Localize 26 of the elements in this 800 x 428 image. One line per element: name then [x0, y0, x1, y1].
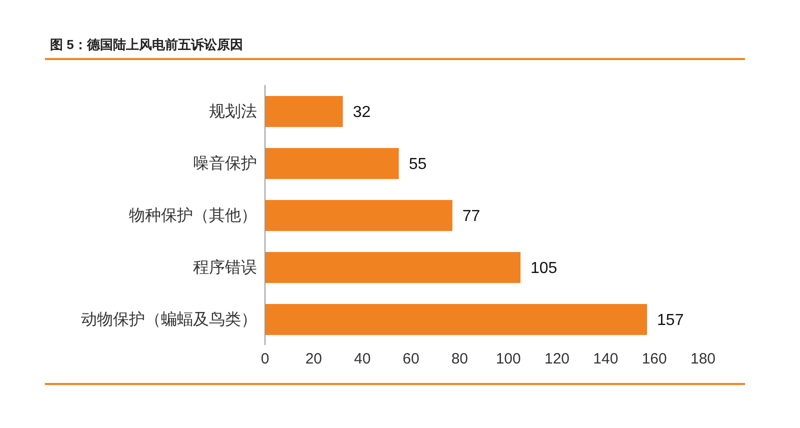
x-tick-label: 100	[496, 350, 521, 368]
x-tick-label: 140	[593, 350, 618, 368]
bar	[265, 96, 343, 127]
bar	[265, 252, 520, 283]
data-label: 77	[462, 208, 480, 226]
data-label: 157	[657, 312, 684, 330]
y-tick-label: 物种保护（其他）	[129, 206, 257, 225]
data-label: 105	[530, 260, 558, 278]
y-tick-label: 程序错误	[193, 258, 257, 277]
x-tick-label: 180	[690, 350, 716, 368]
y-tick-label: 规划法	[209, 102, 257, 121]
x-tick-label: 20	[305, 350, 322, 368]
text: 图 5：德国陆上风电前五诉讼原因	[50, 36, 243, 54]
x-tick-label: 40	[354, 350, 371, 368]
bar	[265, 200, 452, 231]
x-tick-label: 120	[544, 350, 570, 368]
x-tick-label: 60	[402, 350, 420, 368]
x-tick-label: 80	[451, 350, 468, 368]
y-tick-label: 噪音保护	[193, 154, 257, 173]
bar	[265, 304, 648, 335]
x-tick-label: 0	[260, 350, 270, 368]
data-label: 55	[408, 156, 427, 174]
bar	[265, 148, 399, 179]
x-tick-label: 160	[642, 350, 667, 368]
data-label: 32	[352, 104, 371, 122]
y-tick-label: 动物保护（蝙蝠及鸟类）	[81, 310, 257, 329]
